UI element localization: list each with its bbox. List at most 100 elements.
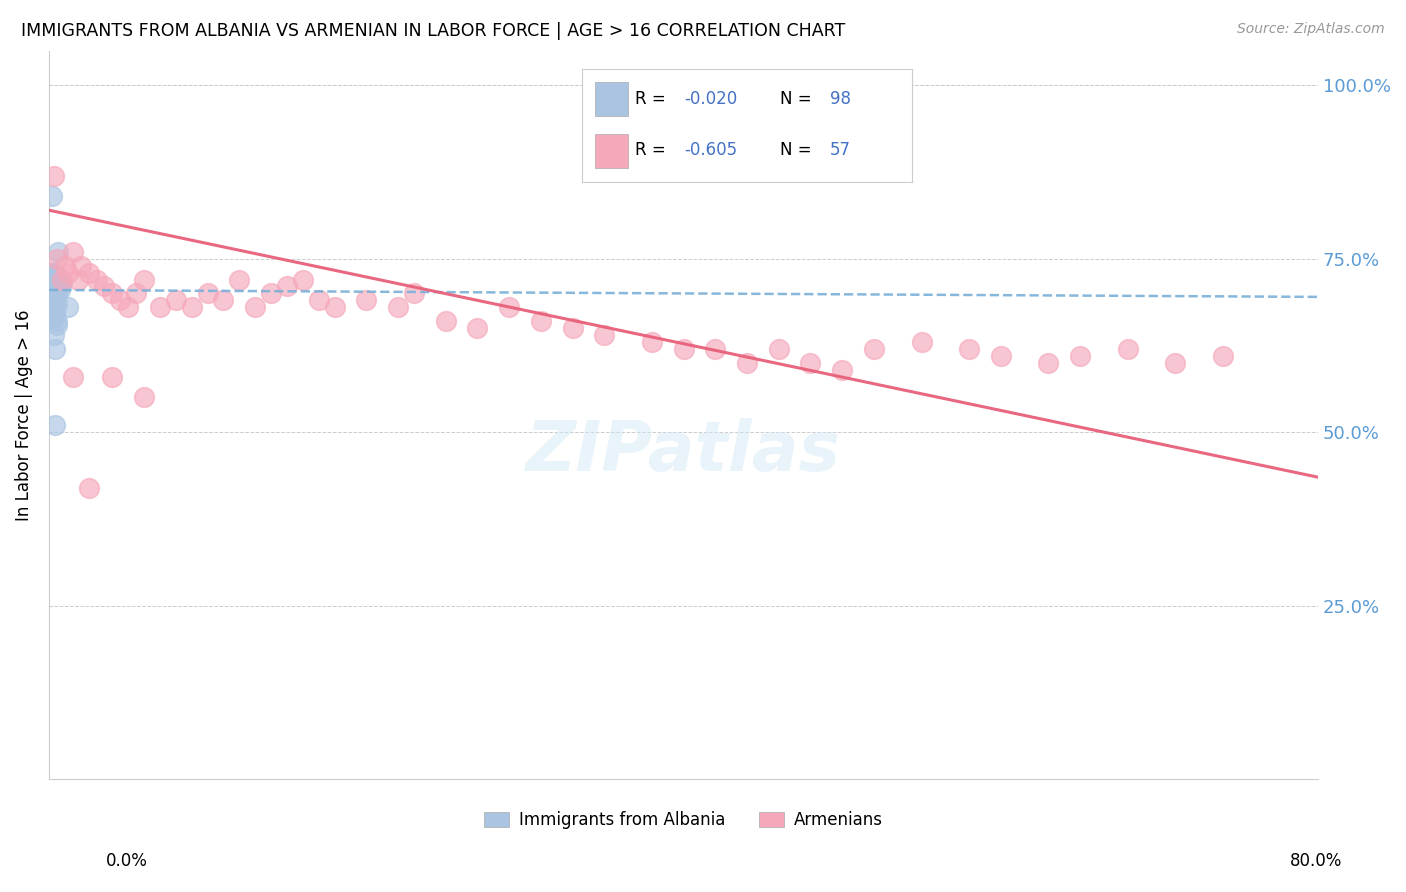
Point (41, 266, 63, 280)
Point (44, 283, 66, 297)
Point (41, 286, 63, 301)
Point (41, 272, 63, 286)
Point (44, 418, 66, 433)
Point (44, 276, 66, 290)
Point (77, 266, 100, 280)
Point (62, 369, 84, 384)
Point (41, 272, 63, 286)
Point (41, 279, 63, 293)
Point (41, 301, 63, 315)
Point (561, 321, 583, 335)
Point (45, 286, 67, 301)
Point (48, 279, 70, 293)
Point (44, 272, 66, 286)
Point (42, 276, 65, 290)
Point (45, 286, 67, 301)
Text: Source: ZipAtlas.com: Source: ZipAtlas.com (1237, 22, 1385, 37)
Point (41, 266, 63, 280)
Point (42, 272, 65, 286)
Point (45, 279, 67, 293)
Point (197, 286, 219, 301)
Point (48, 279, 70, 293)
Point (44, 301, 66, 315)
Point (42, 279, 65, 293)
Point (125, 286, 148, 301)
Point (1164, 356, 1187, 370)
Point (41, 272, 63, 286)
Point (228, 272, 250, 286)
Point (1069, 349, 1091, 363)
Point (44, 272, 66, 286)
Point (117, 301, 139, 315)
Point (434, 314, 457, 328)
Point (910, 334, 932, 349)
Point (957, 342, 980, 356)
Point (42, 293, 65, 308)
Point (51, 272, 73, 286)
Point (110, 293, 132, 308)
Point (77, 481, 100, 495)
Point (180, 301, 202, 315)
Point (42, 276, 65, 290)
Point (41, 266, 63, 280)
Point (323, 301, 346, 315)
Point (641, 334, 664, 349)
Point (45, 252, 67, 266)
Point (45, 276, 67, 290)
Text: ZIPatlas: ZIPatlas (526, 417, 841, 484)
Point (260, 286, 283, 301)
Point (42, 279, 65, 293)
Point (44, 269, 66, 284)
Point (44, 286, 66, 301)
Point (101, 369, 124, 384)
Point (42, 310, 65, 325)
Point (165, 293, 187, 308)
Point (44, 269, 66, 284)
Text: 0.0%: 0.0% (105, 852, 148, 870)
Point (990, 349, 1012, 363)
Point (498, 301, 520, 315)
Point (41, 266, 63, 280)
Point (45, 269, 67, 284)
Point (593, 328, 616, 343)
Point (245, 301, 267, 315)
Point (44, 269, 66, 284)
Point (45, 276, 67, 290)
Point (42, 286, 65, 301)
Point (291, 272, 314, 286)
Point (45, 272, 67, 286)
Point (42, 276, 65, 290)
Point (863, 342, 886, 356)
Point (831, 362, 853, 376)
Point (44, 283, 66, 297)
Point (402, 286, 425, 301)
Point (704, 342, 727, 356)
Point (44, 279, 66, 293)
Point (41, 189, 63, 203)
Point (45, 269, 67, 284)
Point (56, 266, 79, 280)
Point (356, 293, 378, 308)
Point (44, 279, 66, 293)
Point (44, 283, 66, 297)
Point (42, 286, 65, 301)
Point (45, 276, 67, 290)
Point (45, 272, 67, 286)
Point (93, 279, 115, 293)
Point (48, 244, 70, 259)
Point (41, 279, 63, 293)
Point (42, 279, 65, 293)
Point (1038, 356, 1060, 370)
Point (735, 356, 758, 370)
Point (42, 276, 65, 290)
Point (1212, 349, 1234, 363)
Y-axis label: In Labor Force | Age > 16: In Labor Force | Age > 16 (15, 309, 32, 521)
Point (44, 286, 66, 301)
Point (45, 286, 67, 301)
Point (42, 276, 65, 290)
Point (45, 276, 67, 290)
Point (134, 391, 156, 405)
Point (134, 272, 156, 286)
Point (44, 286, 66, 301)
Point (56, 301, 79, 315)
